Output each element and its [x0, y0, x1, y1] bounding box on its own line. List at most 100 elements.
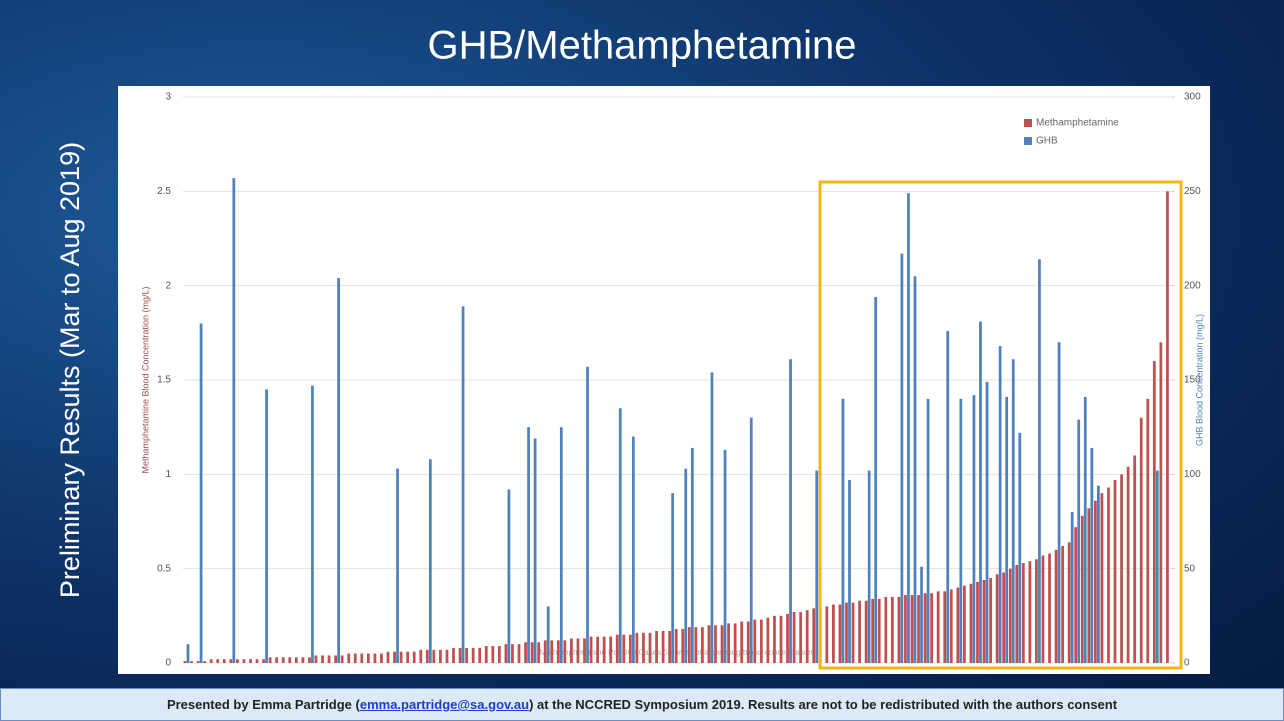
meth-bar — [694, 627, 698, 663]
meth-bar — [864, 600, 868, 663]
meth-bar — [727, 623, 730, 663]
meth-bar — [733, 623, 737, 663]
ghb-bar — [907, 193, 910, 663]
meth-bar — [1087, 508, 1091, 663]
meth-bar — [1054, 549, 1058, 663]
meth-bar — [681, 629, 685, 663]
meth-bar — [563, 640, 567, 663]
email-link[interactable]: emma.partridge@sa.gov.au — [359, 697, 530, 712]
ghb-bar — [671, 493, 675, 663]
footer-text: ) at the NCCRED Symposium 2019. Results … — [529, 697, 1118, 712]
meth-bar — [504, 644, 508, 663]
meth-bar — [596, 636, 599, 663]
y2-tick-label: 150 — [1184, 375, 1201, 386]
ghb-bar — [527, 427, 530, 663]
meth-bar — [406, 651, 410, 663]
meth-bar — [511, 644, 514, 663]
ghb-bar — [199, 323, 203, 663]
meth-bar — [314, 655, 318, 663]
ghb-bar — [1077, 419, 1081, 663]
meth-bar — [347, 653, 351, 663]
meth-bar — [196, 661, 200, 663]
meth-bar — [845, 602, 848, 663]
y2-tick-label: 300 — [1184, 92, 1201, 103]
ghb-bar — [311, 385, 314, 663]
ghb-bar — [913, 276, 917, 663]
meth-bar — [871, 598, 875, 663]
meth-bar — [1120, 474, 1123, 663]
meth-bar — [530, 642, 534, 663]
y2-tick-label: 50 — [1184, 563, 1196, 574]
meth-bar — [576, 638, 580, 663]
meth-bar — [1008, 568, 1012, 663]
meth-bar — [1139, 417, 1143, 663]
ghb-bar — [841, 398, 845, 663]
meth-bar — [288, 657, 292, 663]
ghb-bar — [461, 306, 465, 663]
ghb-bar — [1011, 359, 1015, 663]
meth-bar — [635, 632, 639, 663]
meth-bar — [923, 593, 927, 663]
meth-bar — [1080, 515, 1084, 663]
meth-bar — [1152, 361, 1156, 663]
ghb-bar — [848, 479, 851, 663]
meth-bar — [235, 659, 239, 663]
meth-bar — [773, 615, 776, 663]
meth-bar — [825, 606, 829, 663]
y-tick-label: 0 — [165, 658, 171, 669]
meth-bar — [570, 638, 573, 663]
y-tick-label: 1 — [165, 469, 171, 480]
meth-bar — [969, 583, 973, 663]
meth-bar — [190, 661, 193, 663]
meth-bar — [308, 657, 311, 663]
meth-bar — [609, 636, 613, 663]
ghb-bar — [979, 321, 982, 663]
meth-bar — [687, 627, 691, 663]
meth-bar — [432, 649, 436, 663]
ghb-bar — [546, 606, 550, 663]
meth-bar — [989, 578, 992, 663]
meth-bar — [976, 581, 979, 663]
meth-bar — [222, 659, 226, 663]
meth-bar — [851, 602, 855, 663]
ghb-bar — [533, 438, 537, 663]
meth-bar — [1041, 555, 1045, 663]
meth-bar — [366, 653, 370, 663]
ghb-bar — [586, 366, 589, 663]
ghb-bar — [690, 447, 694, 663]
meth-bar — [203, 661, 206, 663]
meth-bar — [229, 659, 233, 663]
meth-bar — [524, 642, 527, 663]
ghb-bar — [337, 278, 340, 663]
ghb-bar — [1057, 342, 1061, 663]
footer: Presented by Emma Partridge (emma.partri… — [0, 688, 1284, 721]
ghb-bar — [946, 330, 950, 663]
meth-bar — [583, 638, 586, 663]
meth-bar — [812, 608, 816, 663]
meth-bar — [1107, 487, 1110, 663]
meth-bar — [628, 634, 632, 663]
ghb-bar — [710, 372, 714, 663]
meth-bar — [183, 661, 187, 663]
ghb-bar — [900, 253, 904, 664]
meth-bar — [714, 625, 717, 663]
y-axis-label: Methamphetamine Blood Concentration (mg/… — [140, 286, 150, 473]
meth-bar — [622, 634, 626, 663]
meth-bar — [262, 659, 265, 663]
ghb-bar — [867, 470, 871, 663]
meth-bar — [268, 657, 272, 663]
meth-bar — [216, 659, 220, 663]
ghb-bar — [618, 408, 622, 663]
meth-bar — [242, 659, 246, 663]
y2-tick-label: 200 — [1184, 280, 1201, 291]
meth-bar — [334, 655, 337, 663]
meth-bar — [949, 589, 953, 663]
meth-bar — [373, 653, 377, 663]
meth-bar — [1159, 342, 1163, 663]
meth-bar — [766, 617, 770, 663]
meth-bar — [701, 627, 704, 663]
meth-bar — [759, 619, 763, 663]
meth-bar — [707, 625, 711, 663]
meth-bar — [465, 647, 468, 663]
